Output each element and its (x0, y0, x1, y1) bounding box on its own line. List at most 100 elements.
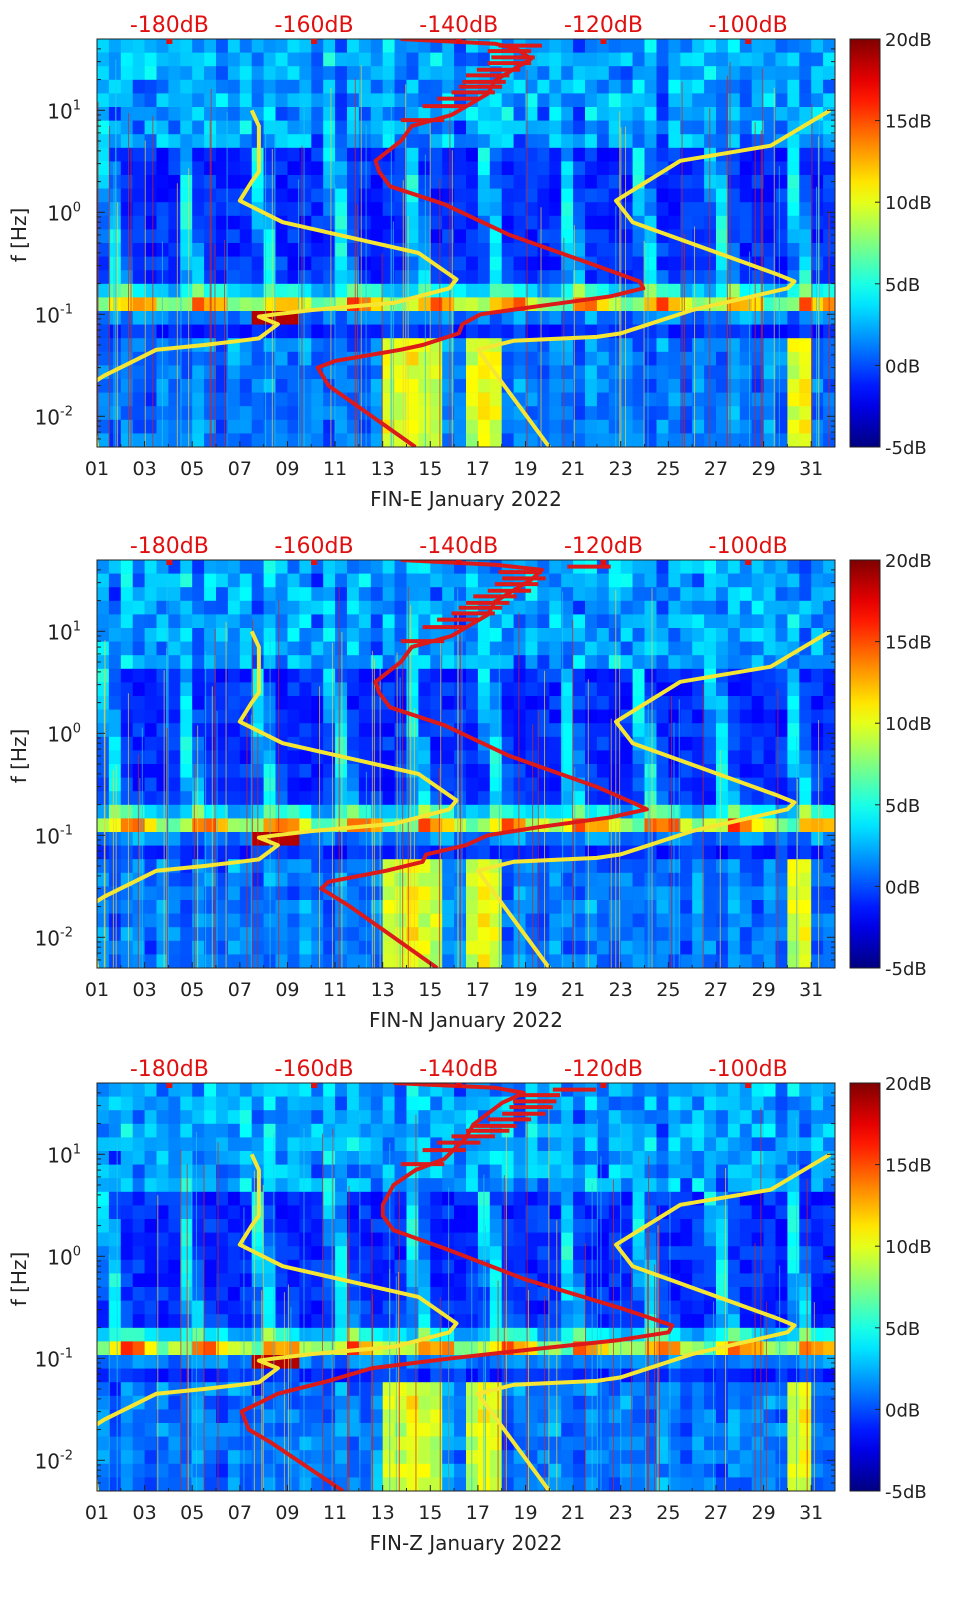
x-tick-label: 31 (799, 979, 823, 1001)
x-tick-label: 01 (85, 458, 109, 480)
x-tick-label: 29 (751, 458, 775, 480)
y-tick-label: 10-2 (35, 404, 73, 429)
top-axis-tick (745, 1083, 752, 1088)
top-axis-tick (600, 39, 607, 44)
x-tick-label: 03 (133, 458, 157, 480)
x-tick-label: 25 (656, 979, 680, 1001)
x-axis-label: FIN-E January 2022 (370, 487, 562, 511)
colorbar-tick-label: 15dB (885, 633, 932, 654)
colorbar-tick-label: 20dB (885, 1074, 932, 1095)
spectrogram-heatmap (97, 560, 835, 968)
colorbar (849, 1082, 881, 1492)
x-tick-label: 25 (656, 458, 680, 480)
top-axis-tick (745, 560, 752, 565)
top-axis-tick (455, 39, 462, 44)
x-tick-label: 19 (513, 979, 537, 1001)
x-tick-label: 09 (275, 979, 299, 1001)
colorbar-tick-label: -5dB (885, 438, 927, 459)
y-tick-label: 100 (47, 721, 81, 746)
colorbar-tick-label: -5dB (885, 1482, 927, 1503)
y-tick-label: 10-2 (35, 925, 73, 950)
top-axis-tick (455, 560, 462, 565)
x-tick-label: 01 (85, 1502, 109, 1524)
x-tick-label: 11 (323, 1502, 347, 1524)
x-tick-label: 21 (561, 458, 585, 480)
top-axis-tick (166, 1083, 173, 1088)
x-tick-label: 15 (418, 979, 442, 1001)
top-axis-label: -100dB (709, 534, 788, 559)
x-axis-label: FIN-Z January 2022 (370, 1531, 563, 1555)
y-axis-label: f [Hz] (7, 1252, 31, 1307)
x-tick-label: 01 (85, 979, 109, 1001)
colorbar-tick-label: 20dB (885, 551, 932, 572)
x-tick-label: 23 (609, 458, 633, 480)
x-tick-label: 13 (371, 1502, 395, 1524)
y-tick-label: 100 (47, 200, 81, 225)
x-tick-label: 13 (371, 458, 395, 480)
colorbar-tick-label: -5dB (885, 959, 927, 980)
x-tick-label: 05 (180, 458, 204, 480)
y-tick-label: 10-1 (35, 1346, 73, 1371)
x-tick-label: 05 (180, 1502, 204, 1524)
x-tick-label: 19 (513, 1502, 537, 1524)
x-tick-label: 21 (561, 1502, 585, 1524)
top-axis-label: -140dB (419, 13, 498, 38)
chart-panel-1: 01 03 05 07 09 11 13 15 17 19 21 23 25 27 29 31 10-2 10-1… (7, 13, 932, 511)
colorbar-tick-label: 10dB (885, 714, 932, 735)
y-tick-label: 10-2 (35, 1448, 73, 1473)
top-axis-label: -160dB (275, 1057, 354, 1082)
chart-panel-2: 01 03 05 07 09 11 13 15 17 19 21 23 25 27 29 31 10-2 10-1… (7, 534, 932, 1032)
y-axis-label: f [Hz] (7, 729, 31, 784)
spectrogram-heatmap (97, 1083, 835, 1491)
yellow-noise-model-2 (475, 629, 832, 968)
yellow-noise-model-2 (475, 1152, 832, 1491)
top-axis-tick (600, 1083, 607, 1088)
colorbar-tick-label: 15dB (885, 1156, 932, 1177)
x-tick-label: 11 (323, 458, 347, 480)
yellow-noise-model-1 (97, 630, 459, 968)
colorbar-tick-label: 20dB (885, 30, 932, 51)
colorbar (849, 38, 881, 448)
y-tick-label: 101 (47, 1142, 81, 1167)
top-axis-tick (311, 1083, 318, 1088)
yellow-noise-model-1 (97, 109, 459, 447)
top-axis-label: -180dB (130, 1057, 209, 1082)
x-tick-label: 25 (656, 1502, 680, 1524)
x-tick-label: 23 (609, 979, 633, 1001)
x-tick-label: 19 (513, 458, 537, 480)
x-tick-label: 17 (466, 979, 490, 1001)
x-tick-label: 15 (418, 1502, 442, 1524)
x-tick-label: 03 (133, 979, 157, 1001)
colorbar-tick-label: 15dB (885, 112, 932, 133)
yellow-noise-model-2 (475, 108, 832, 447)
x-tick-label: 31 (799, 1502, 823, 1524)
x-tick-label: 11 (323, 979, 347, 1001)
colorbar-tick-label: 10dB (885, 193, 932, 214)
top-axis-label: -100dB (709, 13, 788, 38)
x-tick-label: 09 (275, 458, 299, 480)
x-tick-label: 05 (180, 979, 204, 1001)
y-tick-label: 10-1 (35, 302, 73, 327)
chart-panel-3: 01 03 05 07 09 11 13 15 17 19 21 23 25 27 29 31 10-2 10-1… (7, 1057, 932, 1555)
x-tick-label: 27 (704, 458, 728, 480)
x-tick-label: 17 (466, 458, 490, 480)
y-tick-label: 101 (47, 619, 81, 644)
top-axis-tick (166, 560, 173, 565)
colorbar-tick-label: 10dB (885, 1237, 932, 1258)
top-axis-tick (745, 39, 752, 44)
x-tick-label: 09 (275, 1502, 299, 1524)
x-tick-label: 21 (561, 979, 585, 1001)
y-tick-label: 10-1 (35, 823, 73, 848)
x-tick-label: 03 (133, 1502, 157, 1524)
x-axis-label: FIN-N January 2022 (369, 1008, 563, 1032)
top-axis-tick (311, 560, 318, 565)
colorbar-tick-label: 0dB (885, 1400, 920, 1421)
top-axis-label: -140dB (419, 1057, 498, 1082)
red-noise-curve (239, 1083, 675, 1491)
x-tick-label: 23 (609, 1502, 633, 1524)
colorbar-tick-label: 5dB (885, 796, 920, 817)
top-axis-label: -140dB (419, 534, 498, 559)
x-tick-label: 31 (799, 458, 823, 480)
y-axis-label: f [Hz] (7, 208, 31, 263)
x-tick-label: 15 (418, 458, 442, 480)
